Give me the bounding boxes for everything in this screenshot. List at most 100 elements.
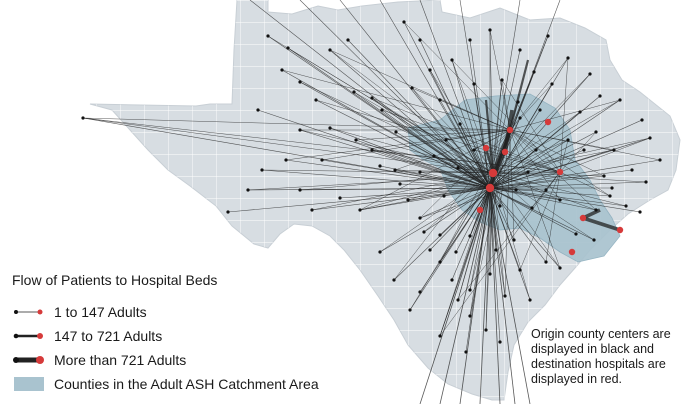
flow-line-203 [403, 21, 511, 131]
origin-dot-12 [393, 168, 397, 172]
flow-line-220 [489, 187, 597, 211]
origin-dot-77 [638, 210, 642, 214]
origin-dot-97 [256, 108, 260, 112]
flow-line-155 [559, 171, 611, 197]
origin-dot-8 [328, 126, 332, 130]
origin-dot-14 [406, 198, 410, 202]
origin-dot-103 [442, 194, 446, 198]
flow-line-144 [492, 172, 533, 209]
flow-line-138 [455, 187, 491, 253]
flow-line-170 [489, 187, 517, 191]
hospital-dot-10 [482, 144, 490, 152]
origin-dot-21 [468, 314, 472, 318]
legend-label-catchment: Counties in the Adult ASH Catchment Area [54, 376, 319, 392]
origin-dot-31 [338, 196, 342, 200]
flow-line-142 [509, 129, 515, 241]
origin-dot-88 [310, 208, 314, 212]
origin-dot-26 [378, 250, 382, 254]
flow-line-68 [285, 159, 491, 189]
flow-line-194 [489, 187, 547, 263]
hospital-dot-1 [488, 168, 498, 178]
flow-line-184 [439, 172, 494, 337]
origin-dot-33 [284, 158, 288, 162]
flow-line-157 [492, 172, 627, 207]
origin-dot-18 [438, 260, 442, 264]
flow-line-123 [492, 79, 503, 174]
flow-line-28 [399, 183, 491, 189]
origin-dot-73 [574, 232, 578, 236]
origin-dot-70 [530, 206, 534, 210]
origin-dot-2 [266, 34, 270, 38]
origin-dot-82 [526, 170, 530, 174]
flow-line-238 [489, 187, 531, 404]
origin-dot-36 [298, 128, 302, 132]
flow-line-229 [489, 0, 521, 189]
flow-line-17 [329, 127, 491, 189]
flow-line-29 [407, 187, 491, 201]
origin-dot-5 [314, 98, 318, 102]
legend-item-thick: More than 721 Adults [12, 348, 352, 372]
flow-line-161 [509, 129, 605, 177]
flow-line-87 [489, 29, 494, 174]
origin-dot-0 [81, 116, 85, 120]
flow-line-222 [509, 129, 597, 211]
flow-line-108 [492, 172, 647, 183]
origin-dot-101 [394, 130, 398, 134]
legend-label-thick: More than 721 Adults [54, 352, 187, 368]
flow-line-164 [492, 139, 569, 174]
flow-line-101 [489, 119, 643, 189]
origin-dot-37 [418, 38, 422, 42]
origin-dot-89 [464, 350, 468, 354]
origin-dot-68 [494, 248, 498, 252]
flow-line-193 [492, 172, 531, 301]
origin-dot-107 [538, 108, 542, 112]
map-legend: Flow of Patients to Hospital Beds 1 to 1… [12, 272, 352, 396]
flow-line-99 [492, 99, 621, 174]
hospital-dot-8 [476, 206, 484, 214]
flow-line-116 [492, 111, 581, 174]
flow-line-117 [489, 83, 553, 189]
flow-line-199 [257, 109, 491, 189]
flow-line-215 [473, 129, 511, 151]
origin-dot-100 [370, 96, 374, 100]
origin-dot-58 [532, 70, 536, 74]
flow-line-112 [509, 129, 615, 151]
origin-dot-49 [640, 118, 644, 122]
flow-line-180 [311, 187, 491, 211]
hospital-dot-9 [568, 248, 576, 256]
flow-line-65 [339, 187, 491, 199]
flow-line-83 [451, 59, 494, 174]
flow-line-18 [329, 127, 494, 174]
origin-dot-104 [456, 166, 460, 170]
flow-line-11 [315, 99, 491, 189]
flow-line-71 [261, 169, 494, 174]
flow-line-82 [451, 59, 491, 189]
origin-county-centers [81, 20, 662, 354]
origin-dot-44 [546, 34, 550, 38]
flow-line-103 [492, 137, 651, 174]
flow-line-178 [321, 159, 491, 189]
origin-dot-42 [488, 28, 492, 32]
origin-dot-10 [370, 148, 374, 152]
origin-dot-80 [566, 138, 570, 142]
origin-dot-25 [518, 268, 522, 272]
origin-dot-94 [528, 298, 532, 302]
flow-line-96 [492, 73, 591, 174]
origin-dot-60 [500, 78, 504, 82]
origin-dot-71 [544, 188, 548, 192]
flow-line-242 [508, 59, 530, 131]
flow-line-55 [379, 172, 494, 253]
flow-line-167 [509, 129, 537, 151]
flow-line-201 [287, 47, 494, 174]
flow-line-211 [443, 187, 491, 197]
origin-dot-50 [648, 136, 652, 140]
flow-line-64 [359, 171, 561, 211]
flow-line-209 [411, 87, 494, 174]
origin-dot-87 [320, 158, 324, 162]
origin-dot-59 [516, 100, 520, 104]
flow-line-200 [287, 47, 491, 189]
flow-line-210 [411, 87, 511, 131]
legend-label-medium: 147 to 721 Adults [54, 328, 163, 344]
legend-label-thin: 1 to 147 Adults [54, 304, 147, 320]
hospital-dot-0 [485, 183, 495, 193]
